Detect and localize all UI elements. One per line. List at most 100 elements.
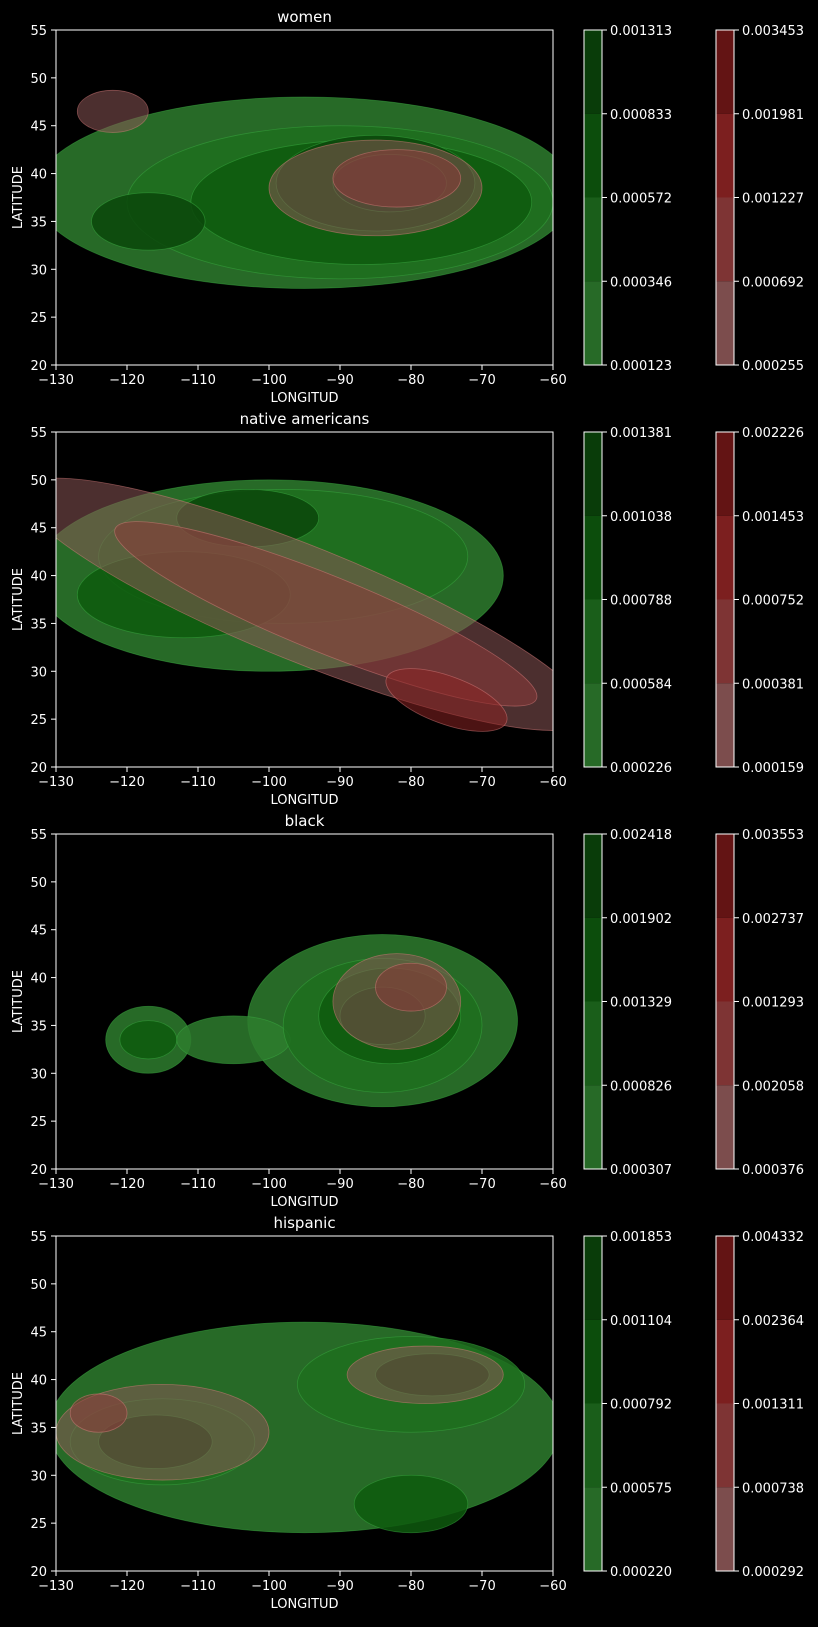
subplot-title: women	[277, 8, 332, 26]
green-colorbar-tick-label: 0.001853	[610, 1230, 672, 1245]
red-colorbar-segment	[716, 1236, 734, 1320]
y-tick-label: 35	[30, 617, 47, 632]
x-tick-label: −90	[326, 373, 353, 388]
y-axis-label: LATITUDE	[11, 166, 26, 229]
y-tick-label: 55	[30, 426, 47, 441]
y-axis-label: LATITUDE	[11, 568, 26, 631]
y-tick-label: 45	[30, 1326, 47, 1341]
green-colorbar-tick-label: 0.000346	[610, 275, 672, 290]
red-colorbar-tick-label: 0.002364	[742, 1314, 804, 1329]
y-tick-label: 30	[30, 1067, 47, 1082]
x-tick-label: −130	[38, 1177, 74, 1192]
y-tick-label: 30	[30, 263, 47, 278]
x-tick-label: −110	[180, 1177, 216, 1192]
red-colorbar-tick-label: 0.004332	[742, 1230, 804, 1245]
y-tick-label: 25	[30, 311, 47, 326]
x-axis-label: LONGITUD	[270, 391, 338, 406]
density-layer	[56, 89, 553, 289]
x-tick-label: −80	[397, 1579, 424, 1594]
x-tick-label: −60	[539, 373, 566, 388]
y-tick-label: 40	[30, 168, 47, 183]
red-colorbar-tick-label: 0.000692	[742, 275, 804, 290]
x-tick-label: −130	[38, 373, 74, 388]
y-tick-label: 25	[30, 1517, 47, 1532]
green-colorbar-segment	[584, 30, 602, 114]
y-tick-label: 20	[30, 359, 47, 374]
green-colorbar-segment	[584, 1001, 602, 1086]
green-colorbar-segment	[584, 1236, 602, 1320]
subplot-1: −130 −120 −110 −100 −90 −80 −70 −60 20 25 30 35 40 45…	[11, 8, 804, 406]
y-axis-label: LATITUDE	[11, 970, 26, 1033]
red-colorbar-tick-label: 0.000376	[742, 1163, 804, 1178]
red-colorbar-tick-label: 0.001981	[742, 108, 804, 123]
red-colorbar-tick-label: 0.000381	[742, 677, 804, 692]
axes-frame	[55, 833, 554, 1170]
red-colorbar-tick-label: 0.000752	[742, 594, 804, 609]
x-tick-label: −120	[109, 1177, 145, 1192]
red-contour-3	[385, 668, 508, 732]
green-colorbar-segment	[584, 683, 602, 767]
subplot-title: black	[285, 812, 325, 830]
red-colorbar-tick-label: 0.001311	[742, 1398, 804, 1413]
red-colorbar-segment	[716, 1403, 734, 1488]
x-axis-label: LONGITUD	[270, 1195, 338, 1210]
y-tick-label: 45	[30, 522, 47, 537]
axes-frame	[55, 29, 554, 366]
y-tick-label: 25	[30, 713, 47, 728]
green-colorbar-segment	[584, 917, 602, 1002]
y-tick-label: 35	[30, 1421, 47, 1436]
red-colorbar-segment	[716, 30, 734, 114]
red-colorbar-segment	[716, 515, 734, 600]
green-colorbar-tick-label: 0.001902	[610, 912, 672, 927]
x-tick-label: −110	[180, 1579, 216, 1594]
green-colorbar-tick-label: 0.000226	[610, 761, 672, 776]
green-colorbar: 0.000307 0.000826 0.001329 0.001902 0.002418	[583, 828, 672, 1178]
green-colorbar: 0.000220 0.000575 0.000792 0.001104 0.001853	[583, 1230, 672, 1580]
subplot-2: −130 −120 −110 −100 −90 −80 −70 −60 20 25 30 35 40 45…	[11, 410, 804, 808]
red-colorbar: 0.000255 0.000692 0.001227 0.001981 0.003453	[715, 24, 804, 374]
green-colorbar-tick-label: 0.000792	[610, 1398, 672, 1413]
green-contour-5	[119, 1020, 178, 1060]
green-colorbar: 0.000226 0.000584 0.000788 0.001038 0.001381	[583, 426, 672, 776]
x-tick-label: −100	[251, 1177, 287, 1192]
red-colorbar-tick-label: 0.000738	[742, 1481, 804, 1496]
green-colorbar-segment	[584, 834, 602, 918]
x-tick-label: −130	[38, 1579, 74, 1594]
red-colorbar-tick-label: 0.002226	[742, 426, 804, 441]
x-tick-label: −70	[468, 775, 495, 790]
red-colorbar-tick-label: 0.003553	[742, 828, 804, 843]
red-colorbar-tick-label: 0.003453	[742, 24, 804, 39]
green-colorbar-tick-label: 0.000575	[610, 1481, 672, 1496]
y-tick-label: 45	[30, 120, 47, 135]
x-tick-label: −120	[109, 775, 145, 790]
subplot-3: −130 −120 −110 −100 −90 −80 −70 −60 20 25 30 35 40 45…	[11, 812, 804, 1210]
green-colorbar-segment	[584, 1085, 602, 1169]
x-tick-label: −80	[397, 1177, 424, 1192]
green-colorbar-segment	[584, 432, 602, 516]
green-colorbar-segment	[584, 281, 602, 365]
y-tick-label: 20	[30, 1565, 47, 1580]
y-tick-label: 45	[30, 924, 47, 939]
x-tick-label: −70	[468, 1177, 495, 1192]
green-colorbar-tick-label: 0.000220	[610, 1565, 672, 1580]
y-tick-label: 35	[30, 215, 47, 230]
red-colorbar-tick-label: 0.002737	[742, 912, 804, 927]
green-colorbar-segment	[584, 515, 602, 600]
green-colorbar-tick-label: 0.000584	[610, 677, 672, 692]
green-colorbar-tick-label: 0.001381	[610, 426, 672, 441]
red-colorbar-segment	[716, 1085, 734, 1169]
x-tick-label: −80	[397, 373, 424, 388]
y-tick-label: 50	[30, 1278, 47, 1293]
green-colorbar-tick-label: 0.000826	[610, 1079, 672, 1094]
red-colorbar-segment	[716, 834, 734, 918]
y-tick-label: 40	[30, 1374, 47, 1389]
red-contour-2	[375, 962, 447, 1012]
red-colorbar-segment	[716, 113, 734, 198]
axes-frame	[55, 431, 554, 768]
y-tick-label: 35	[30, 1019, 47, 1034]
density-layer	[56, 477, 553, 732]
x-tick-label: −70	[468, 373, 495, 388]
x-tick-label: −90	[326, 775, 353, 790]
x-axis-label: LONGITUD	[270, 1597, 338, 1612]
